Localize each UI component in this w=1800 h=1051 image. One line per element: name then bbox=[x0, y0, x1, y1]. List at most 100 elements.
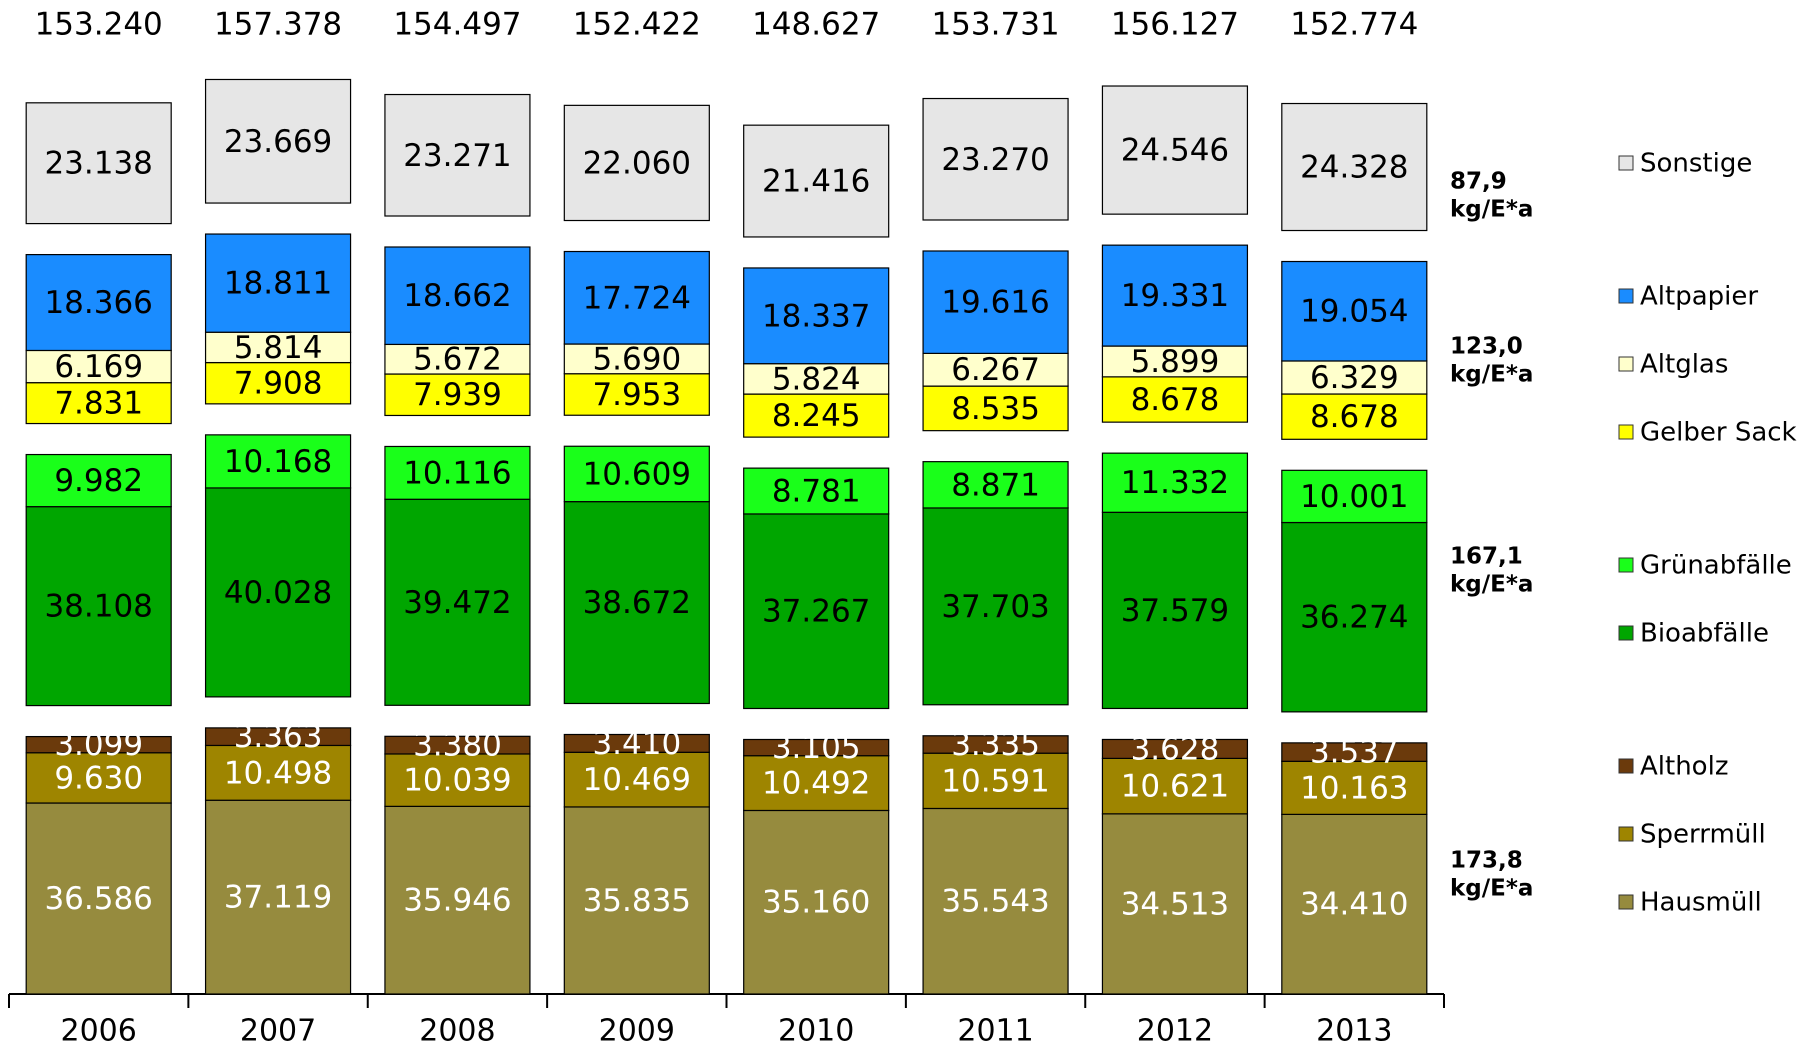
total-label: 152.774 bbox=[1290, 7, 1418, 43]
value-label: 3.537 bbox=[1310, 735, 1399, 771]
legend-label: Altpapier bbox=[1640, 282, 1758, 312]
value-label: 35.946 bbox=[403, 883, 511, 919]
x-tick-label: 2006 bbox=[61, 1014, 137, 1049]
bar-segment bbox=[204, 799, 352, 995]
legend-swatch bbox=[1618, 826, 1634, 842]
value-label: 19.616 bbox=[941, 285, 1049, 321]
group-label: 167,1 bbox=[1450, 544, 1523, 570]
group-unit: kg/E*a bbox=[1450, 572, 1533, 598]
bar-segment bbox=[25, 102, 172, 225]
value-label: 18.811 bbox=[224, 266, 332, 302]
bar-segment bbox=[25, 253, 172, 352]
value-label: 10.492 bbox=[762, 766, 870, 802]
bar-segment bbox=[1281, 260, 1428, 362]
bar-segment bbox=[1281, 469, 1428, 524]
value-label: 35.835 bbox=[583, 883, 691, 919]
value-label: 10.469 bbox=[583, 762, 691, 798]
total-label: 148.627 bbox=[752, 7, 880, 43]
value-label: 10.039 bbox=[403, 763, 511, 799]
bar-segment bbox=[1101, 85, 1249, 215]
total-label: 157.378 bbox=[214, 7, 342, 43]
bar-segment bbox=[1101, 376, 1249, 423]
value-label: 8.245 bbox=[772, 398, 861, 434]
value-label: 23.138 bbox=[44, 146, 152, 182]
legend-swatch bbox=[1618, 758, 1634, 774]
value-label: 6.329 bbox=[1310, 360, 1399, 396]
value-label: 35.543 bbox=[941, 884, 1049, 920]
bar-segment bbox=[922, 385, 1069, 432]
bar-segment bbox=[743, 467, 890, 515]
bar-segment bbox=[922, 250, 1069, 354]
value-label: 35.160 bbox=[762, 885, 870, 921]
value-label: 36.274 bbox=[1300, 600, 1408, 636]
value-label: 21.416 bbox=[762, 164, 870, 200]
total-label: 156.127 bbox=[1111, 7, 1239, 43]
value-label: 5.690 bbox=[592, 341, 681, 377]
value-label: 3.380 bbox=[413, 728, 502, 764]
value-label: 23.669 bbox=[224, 124, 332, 160]
group-unit: kg/E*a bbox=[1450, 362, 1533, 388]
bar-segment bbox=[563, 751, 710, 808]
total-label: 153.731 bbox=[931, 7, 1059, 43]
bar-segment bbox=[1281, 102, 1428, 232]
group-label: 123,0 bbox=[1450, 334, 1523, 360]
value-label: 18.337 bbox=[762, 298, 870, 334]
value-label: 5.814 bbox=[234, 330, 323, 366]
bar-segment bbox=[1281, 393, 1428, 440]
bar-segment bbox=[922, 97, 1069, 221]
value-label: 34.513 bbox=[1121, 886, 1229, 922]
legend-label: Sperrmüll bbox=[1640, 820, 1766, 850]
value-label: 7.908 bbox=[234, 366, 323, 402]
legend-label: Bioabfälle bbox=[1640, 619, 1769, 649]
value-label: 5.899 bbox=[1131, 344, 1220, 380]
bar-segment bbox=[743, 267, 890, 365]
bar-segment bbox=[563, 104, 710, 222]
value-label: 40.028 bbox=[224, 575, 332, 611]
value-label: 36.586 bbox=[44, 881, 152, 917]
bar-segment bbox=[204, 331, 352, 364]
bar-segment bbox=[25, 735, 172, 754]
value-label: 6.267 bbox=[951, 352, 1040, 388]
legend-swatch bbox=[1618, 424, 1634, 440]
bar-segment bbox=[384, 805, 531, 995]
value-label: 3.628 bbox=[1131, 731, 1220, 767]
value-label: 8.781 bbox=[772, 474, 861, 510]
value-label: 34.410 bbox=[1300, 887, 1408, 923]
bar-segment bbox=[743, 124, 890, 238]
group-label: 87,9 bbox=[1450, 169, 1507, 195]
group-unit: kg/E*a bbox=[1450, 876, 1533, 902]
value-label: 7.953 bbox=[592, 377, 681, 413]
legend-swatch bbox=[1618, 557, 1634, 573]
bar-segment bbox=[1101, 452, 1249, 513]
bar-segment bbox=[1281, 760, 1428, 815]
legend-swatch bbox=[1618, 625, 1634, 641]
value-label: 38.108 bbox=[44, 589, 152, 625]
bar-segment bbox=[25, 752, 172, 804]
value-label: 8.535 bbox=[951, 391, 1040, 427]
bar-segment bbox=[922, 461, 1069, 509]
bar-segment bbox=[743, 363, 890, 395]
legend-label: Sonstige bbox=[1640, 149, 1752, 179]
value-label: 10.001 bbox=[1300, 479, 1408, 515]
bar-segment bbox=[563, 250, 710, 345]
legend-label: Hausmüll bbox=[1640, 888, 1762, 918]
bar-segment bbox=[563, 733, 710, 753]
total-label: 153.240 bbox=[35, 7, 163, 43]
value-label: 3.099 bbox=[54, 727, 143, 763]
legend-swatch bbox=[1618, 288, 1634, 304]
value-label: 19.054 bbox=[1300, 294, 1408, 330]
value-label: 38.672 bbox=[583, 585, 691, 621]
value-label: 22.060 bbox=[583, 145, 691, 181]
value-label: 10.163 bbox=[1300, 770, 1408, 806]
bar-segment bbox=[1281, 521, 1428, 713]
bar-segment bbox=[204, 434, 352, 489]
value-label: 24.328 bbox=[1300, 150, 1408, 186]
x-tick-label: 2011 bbox=[957, 1014, 1033, 1049]
bar-segment bbox=[922, 807, 1069, 995]
value-label: 3.335 bbox=[951, 727, 1040, 763]
x-tick-label: 2007 bbox=[240, 1014, 316, 1049]
value-label: 3.363 bbox=[234, 719, 323, 755]
x-tick-label: 2009 bbox=[599, 1014, 675, 1049]
bar-segment bbox=[1101, 244, 1249, 347]
